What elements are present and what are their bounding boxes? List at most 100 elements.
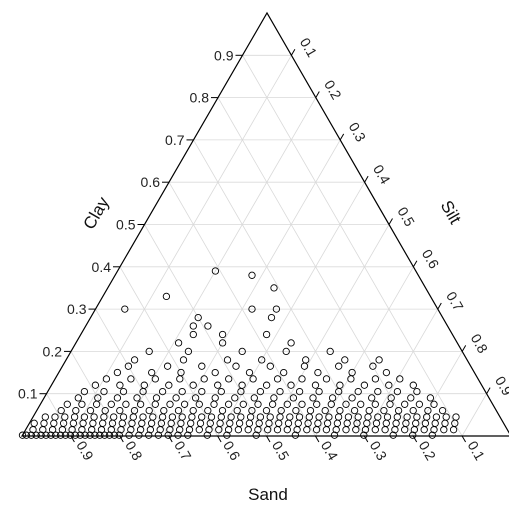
data-point: [102, 375, 111, 383]
grid-line-silt: [363, 308, 439, 437]
data-point: [140, 381, 148, 389]
data-point: [387, 394, 395, 402]
silt-tick-mark: [437, 302, 442, 310]
data-point: [267, 313, 276, 322]
data-point: [393, 413, 401, 421]
sand-tick-label: 0.1: [465, 438, 489, 463]
data-point: [180, 400, 189, 408]
data-point: [374, 413, 382, 421]
data-point: [119, 413, 128, 421]
data-point: [133, 394, 141, 402]
data-point: [148, 368, 156, 377]
data-point: [314, 419, 322, 427]
data-point: [223, 356, 232, 364]
data-point: [81, 431, 89, 439]
data-point: [200, 375, 208, 383]
data-point: [235, 419, 244, 427]
data-point: [205, 426, 213, 434]
data-point: [440, 426, 448, 434]
sand-tick-mark: [461, 435, 467, 443]
grid-line-silt: [70, 55, 292, 437]
data-point: [313, 400, 321, 408]
data-point: [69, 419, 78, 427]
clay-tick-label: 0.6: [141, 174, 161, 190]
data-point: [409, 381, 417, 389]
clay-tick-label: 0.7: [165, 132, 185, 148]
data-point: [438, 406, 447, 415]
data-point: [101, 406, 109, 415]
data-point: [225, 375, 233, 383]
data-point: [191, 394, 200, 402]
data-point: [291, 431, 300, 439]
axis-ticks: 0.10.20.30.40.50.60.70.80.9 0.10.20.30.40…: [18, 35, 509, 463]
data-point: [179, 356, 188, 364]
data-point: [158, 387, 167, 396]
sand-tick-mark: [363, 435, 369, 443]
grid-line-sand: [70, 351, 121, 437]
data-point: [389, 431, 397, 439]
data-point: [270, 394, 278, 402]
sand-tick-label: 0.6: [220, 438, 244, 463]
data-point: [184, 431, 192, 439]
silt-tick-label: 0.2: [321, 77, 345, 102]
data-point: [333, 419, 342, 427]
data-point: [360, 431, 368, 439]
data-point: [217, 387, 225, 396]
data-point: [342, 426, 350, 434]
data-point: [58, 426, 67, 434]
data-point: [401, 426, 409, 434]
data-point: [27, 431, 35, 439]
data-point: [211, 394, 219, 402]
data-point: [74, 394, 82, 402]
data-point: [386, 400, 394, 408]
data-point: [218, 406, 227, 415]
data-point: [393, 387, 402, 396]
data-point: [392, 419, 400, 427]
data-point: [48, 426, 57, 434]
data-point: [107, 400, 115, 408]
data-point: [233, 406, 241, 415]
data-point: [167, 419, 175, 427]
data-point: [315, 387, 323, 396]
data-point: [248, 271, 256, 279]
data-point: [268, 400, 277, 408]
data-point: [184, 347, 193, 356]
data-point: [322, 426, 331, 434]
clay-tick-label: 0.3: [67, 301, 87, 317]
data-point: [382, 419, 390, 427]
data-point: [174, 406, 183, 415]
data-point: [305, 413, 313, 421]
data-point: [294, 419, 302, 427]
data-point: [127, 426, 135, 434]
data-point: [198, 387, 206, 396]
sand-axis-title: Sand: [248, 485, 288, 504]
data-point: [306, 406, 315, 415]
data-point: [198, 362, 206, 370]
data-point: [99, 419, 107, 427]
data-point: [283, 400, 291, 408]
data-point: [145, 406, 153, 415]
data-point: [176, 375, 184, 383]
data-point: [254, 426, 262, 434]
data-point: [136, 426, 145, 434]
sand-tick-label: 0.4: [318, 438, 342, 463]
data-point: [277, 406, 285, 415]
grid-lines: [46, 54, 487, 437]
data-point: [249, 375, 257, 383]
data-point: [130, 406, 139, 415]
data-point: [94, 394, 102, 402]
data-point: [152, 394, 161, 402]
data-point: [391, 426, 399, 434]
data-point: [232, 362, 240, 370]
data-point: [92, 400, 101, 408]
data-point: [342, 400, 350, 408]
data-point: [302, 356, 310, 364]
data-point: [360, 381, 369, 389]
data-point: [198, 413, 206, 421]
data-point: [89, 419, 97, 427]
data-point: [372, 419, 381, 427]
data-point: [207, 413, 216, 421]
silt-tick-mark: [461, 345, 467, 352]
data-point: [282, 347, 290, 356]
data-point: [332, 426, 340, 434]
